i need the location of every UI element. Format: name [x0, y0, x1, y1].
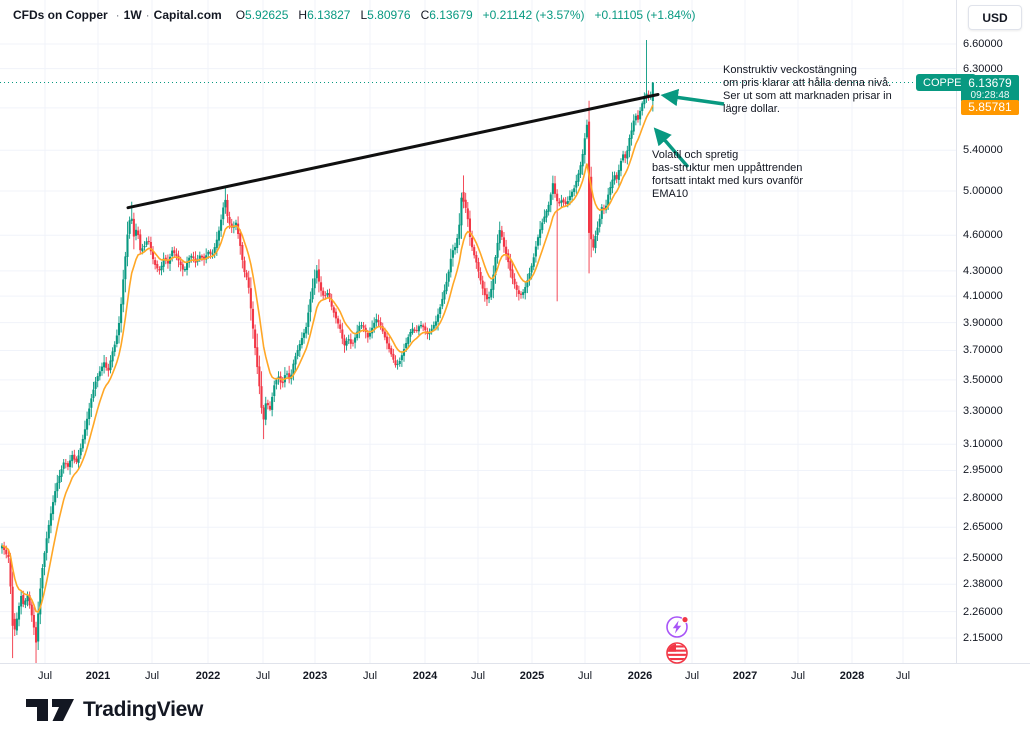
event-markers	[666, 616, 689, 664]
last-price-axis-badge: 6.13679 09:28:48	[961, 75, 1019, 102]
last-price-value: 6.13679	[968, 76, 1012, 90]
time-axis-label: Jul	[577, 670, 593, 682]
price-axis-label: 2.26000	[963, 606, 1003, 618]
exchange-label[interactable]: Capital.com	[153, 8, 222, 22]
time-axis-border	[0, 663, 1030, 664]
time-axis-label: 2021	[85, 670, 111, 682]
price-axis-label: 2.80000	[963, 492, 1003, 504]
currency-button[interactable]: USD	[968, 5, 1022, 30]
ohlc-values: O5.92625 H6.13827 L5.80976 C6.13679	[236, 8, 473, 22]
arrow-drawing-right-note[interactable]	[660, 88, 725, 107]
price-axis-label: 4.60000	[963, 229, 1003, 241]
price-axis-label: 4.10000	[963, 290, 1003, 302]
time-axis-label: Jul	[37, 670, 53, 682]
notification-dot	[681, 616, 689, 624]
note-line: Ser ut som att marknaden prisar in	[723, 90, 892, 102]
price-axis-label: 2.65000	[963, 521, 1003, 533]
price-axis-label: 5.40000	[963, 144, 1003, 156]
time-axis-label: Jul	[362, 670, 378, 682]
time-axis-label: 2023	[302, 670, 328, 682]
chart-canvas[interactable]	[0, 0, 956, 663]
note-line: om pris klarar att hålla denna nivå.	[723, 77, 892, 89]
price-axis-label: 6.30000	[963, 63, 1003, 75]
currency-label: USD	[982, 10, 1008, 25]
high-label: H	[298, 8, 308, 22]
note-line: Volatil och spretig	[652, 149, 739, 161]
grid-horizontal-lines	[0, 43, 956, 639]
tradingview-logo-text: TradingView	[83, 698, 204, 721]
separator-dot: ·	[115, 8, 120, 22]
price-axis-label: 2.15000	[963, 632, 1003, 644]
change-value: +0.21142 (+3.57%)	[482, 8, 585, 22]
symbol-title[interactable]: CFDs on Copper	[13, 8, 108, 22]
time-axis-label: 2025	[519, 670, 545, 682]
idea-event-icon[interactable]	[666, 616, 689, 638]
ema-axis-badge: 5.85781	[961, 100, 1019, 115]
low-label: L	[360, 8, 368, 22]
ema-value: 5.85781	[968, 100, 1012, 114]
note-line: EMA10	[652, 188, 689, 200]
tradingview-logo[interactable]: TradingView	[26, 694, 203, 726]
interval-label[interactable]: 1W	[123, 8, 142, 22]
note-line: bas-struktur men uppåttrenden	[652, 162, 803, 174]
time-axis-label: 2022	[195, 670, 221, 682]
candles-layer	[0, 40, 654, 663]
time-axis-label: 2028	[839, 670, 865, 682]
text-note-base-structure[interactable]: Volatil och spretig bas-struktur men upp…	[652, 149, 803, 201]
time-axis[interactable]: Jul 2021 Jul 2022 Jul 2023 Jul 2024 Jul 2025 Jul 20…	[0, 664, 1030, 690]
note-line: fortsatt intakt med kurs ovanför	[652, 175, 804, 187]
note-line: Konstruktiv veckostängning	[723, 64, 857, 76]
ema10-line[interactable]	[1, 104, 654, 613]
time-axis-label: Jul	[684, 670, 700, 682]
note-line: lägre dollar.	[723, 103, 780, 115]
separator-dot: ·	[145, 8, 150, 22]
price-axis-label: 3.70000	[963, 344, 1003, 356]
extended-change-value: +0.11105 (+1.84%)	[594, 8, 696, 22]
price-axis-border	[956, 0, 957, 663]
price-axis-label: 2.95000	[963, 464, 1003, 476]
open-value: 5.92625	[245, 8, 289, 22]
time-axis-label: Jul	[470, 670, 486, 682]
time-axis-label: Jul	[790, 670, 806, 682]
close-label: C	[420, 8, 430, 22]
close-value: 6.13679	[429, 8, 473, 22]
time-axis-label: 2026	[627, 670, 653, 682]
arrow-drawing-lower-note[interactable]	[653, 127, 690, 169]
price-axis-label: 2.50000	[963, 552, 1003, 564]
low-value: 5.80976	[367, 8, 411, 22]
price-axis-label: 3.90000	[963, 317, 1003, 329]
economic-event-flag-icon[interactable]	[666, 642, 688, 664]
price-axis-label: 3.50000	[963, 374, 1003, 386]
symbol-badge-text: COPPER	[923, 76, 970, 89]
open-label: O	[235, 8, 246, 22]
time-axis-label: Jul	[895, 670, 911, 682]
high-value: 6.13827	[307, 8, 351, 22]
tradingview-logo-mark	[26, 698, 74, 721]
legend-bar: CFDs on Copper · 1W · Capital.com O5.926…	[13, 8, 695, 22]
time-axis-label: 2024	[412, 670, 438, 682]
text-note-weekly-close[interactable]: Konstruktiv veckostängning om pris klara…	[723, 64, 892, 116]
time-axis-label: Jul	[144, 670, 160, 682]
time-axis-label: 2027	[732, 670, 758, 682]
price-axis-label: 5.00000	[963, 185, 1003, 197]
price-axis-label: 4.30000	[963, 265, 1003, 277]
time-axis-label: Jul	[255, 670, 271, 682]
price-axis-label: 3.10000	[963, 438, 1003, 450]
bar-countdown: 09:28:48	[970, 90, 1010, 101]
trendline-drawing[interactable]	[126, 93, 660, 210]
price-axis-label: 6.60000	[963, 38, 1003, 50]
price-axis-label: 2.38000	[963, 578, 1003, 590]
price-axis-label: 3.30000	[963, 405, 1003, 417]
